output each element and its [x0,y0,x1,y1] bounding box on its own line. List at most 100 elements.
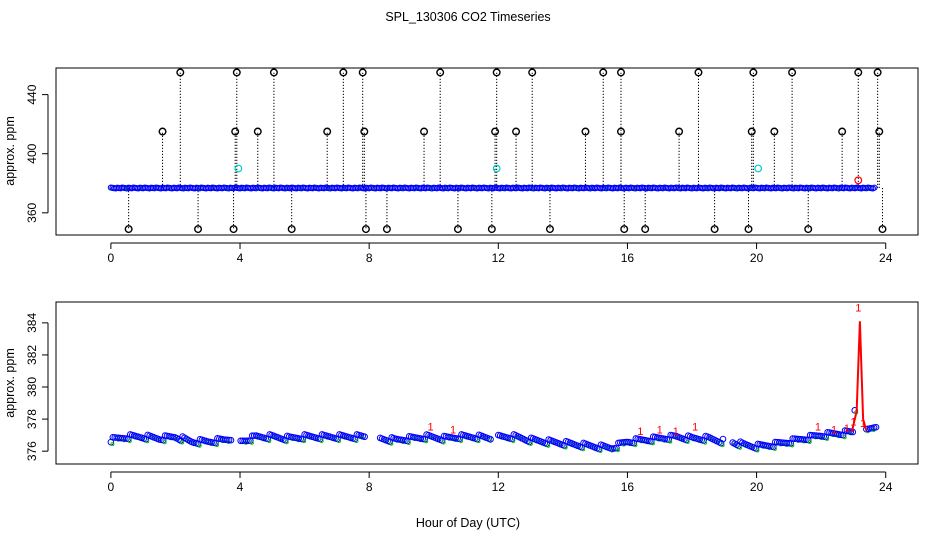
trace-accent [598,448,603,453]
trace-accent [511,438,516,443]
x-tick-label: 16 [621,480,635,494]
chart-title: SPL_130306 CO2 Timeseries [385,10,550,24]
top-y-axis: 360 400 440 [25,84,49,223]
spike-point [710,225,719,234]
spike-point [487,225,496,234]
trace-accent [162,440,167,445]
spike-point [878,225,887,234]
spike-point [641,225,650,234]
point-label: 1 [850,417,856,429]
x-tick-label: 8 [366,251,373,265]
top-plot-frame [55,67,919,236]
trace-accent [807,439,812,444]
spike-point [194,225,203,234]
trace-accent [406,440,411,445]
spike-point [854,68,863,77]
spike-point [232,68,241,77]
trace-accent [772,446,777,451]
spike-point [512,127,521,136]
spike-point [360,127,369,136]
bottom-plot-frame [55,301,919,465]
spike-point [436,68,445,77]
cyan-point [234,164,243,173]
spike-point [339,68,348,77]
spike-point [694,68,703,77]
point-label: 1 [860,418,866,430]
spike-point [269,68,278,77]
baseline-point [871,184,878,191]
trace-accent [685,440,690,445]
y-tick-label: 376 [25,441,39,461]
point-label: 1 [831,425,837,437]
spike-point [788,68,797,77]
spike-point [616,68,625,77]
trace-accent [563,445,568,450]
spike-point [158,127,167,136]
trace-accent [633,443,638,448]
x-tick-label: 24 [879,251,893,265]
y-tick-label: 440 [25,84,39,104]
cyan-point [492,164,501,173]
trace-accent [790,443,795,448]
bottom-y-axis-label: approx. ppm [3,348,17,417]
spike-point [492,68,501,77]
spike-point [253,127,262,136]
x-tick-label: 0 [108,251,115,265]
point-label: 1 [427,421,433,433]
spike-point [599,68,608,77]
trace-accent [302,439,307,444]
bottom-y-axis: 376 378 380 382 384 [25,313,49,461]
y-tick-label: 382 [25,345,39,365]
trace-point [872,423,880,431]
spike-point [838,127,847,136]
spike-point [382,225,391,234]
spike-point [749,68,758,77]
spike-point [675,127,684,136]
point-label: 1 [673,426,679,438]
point-label: 1 [657,425,663,437]
spike-point [176,68,185,77]
x-tick-label: 20 [750,480,764,494]
trace-accent [650,441,655,446]
trace-point [245,437,252,445]
trace-accent [737,445,742,450]
trace-accent [389,441,394,446]
trace-accent [249,440,254,445]
spike-point [873,68,882,77]
spike-point [581,127,590,136]
red-point [854,176,863,185]
trace-accent [145,439,150,444]
trace-accent [476,439,481,444]
trace-accent [110,442,115,447]
trace-accent [337,438,342,443]
trace-accent [615,448,620,453]
spike-point [545,225,554,234]
spike-point [358,68,367,77]
trace-point [243,437,250,445]
trace-point [487,436,494,443]
x-tick-label: 12 [492,251,506,265]
trace-accent [546,443,551,448]
spike-point [231,127,240,136]
trace-accent [581,447,586,452]
x-tick-label: 4 [237,251,244,265]
trace-accent [354,438,359,443]
x-axis-label: Hour of Day (UTC) [416,516,520,530]
spike-point [229,225,238,234]
spike-point [770,127,779,136]
trace-accent [459,438,464,443]
spike-point [875,127,884,136]
cyan-point [754,164,763,173]
trace-accent [720,443,725,448]
point-label: 1 [855,303,861,315]
x-tick-label: 24 [879,480,893,494]
spike-point [616,127,625,136]
point-label: 1 [844,423,850,435]
spike-point [420,127,429,136]
trace-accent [180,440,185,445]
spike-point [620,225,629,234]
trace-accent [528,441,533,446]
spike-trace [850,321,868,433]
